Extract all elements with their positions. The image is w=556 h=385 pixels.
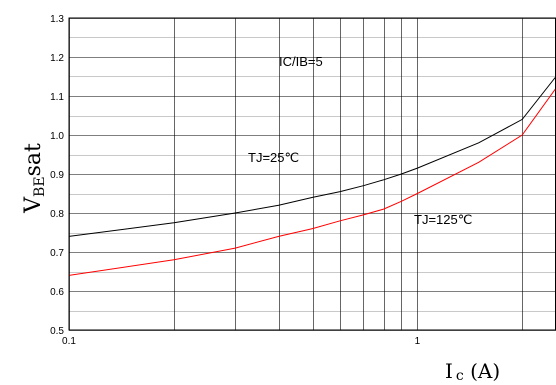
annotation-tj125: TJ=125℃ (414, 212, 472, 227)
y-axis-title: VBEsat (21, 143, 48, 214)
x-tick-label: 0.1 (62, 336, 76, 347)
y-tick-label: 1.1 (50, 92, 64, 103)
series-line-0 (68, 76, 556, 237)
series-layer (68, 76, 556, 276)
y-axis-title-tail: sat (21, 143, 46, 176)
x-axis-title-tail: (A) (464, 359, 500, 383)
y-tick-label: 0.6 (50, 287, 64, 298)
y-axis-title-sub: BE (32, 176, 48, 197)
y-axis-title-main: V (21, 196, 46, 214)
y-tick-label: 0.7 (50, 248, 64, 259)
x-axis-title-main: I (445, 359, 453, 383)
x-tick-label: 1 (415, 336, 421, 347)
y-tick-labels: 1.3 1.2 1.1 1.0 0.9 0.8 0.7 0.6 0.5 (50, 14, 64, 337)
y-tick-label: 0.5 (50, 326, 64, 337)
y-tick-label: 1.3 (50, 14, 64, 25)
y-tick-label: 1.2 (50, 53, 64, 64)
y-tick-label: 0.9 (50, 170, 64, 181)
series-line-1 (68, 87, 556, 276)
annotation-ic-ib: IC/IB=5 (279, 54, 323, 69)
x-axis-title-sub: c (456, 368, 464, 384)
x-tick-labels: 0.1 1 (62, 336, 421, 347)
annotation-tj25: TJ=25℃ (248, 150, 299, 165)
y-tick-label: 1.0 (50, 131, 64, 142)
y-tick-label: 0.8 (50, 209, 64, 220)
